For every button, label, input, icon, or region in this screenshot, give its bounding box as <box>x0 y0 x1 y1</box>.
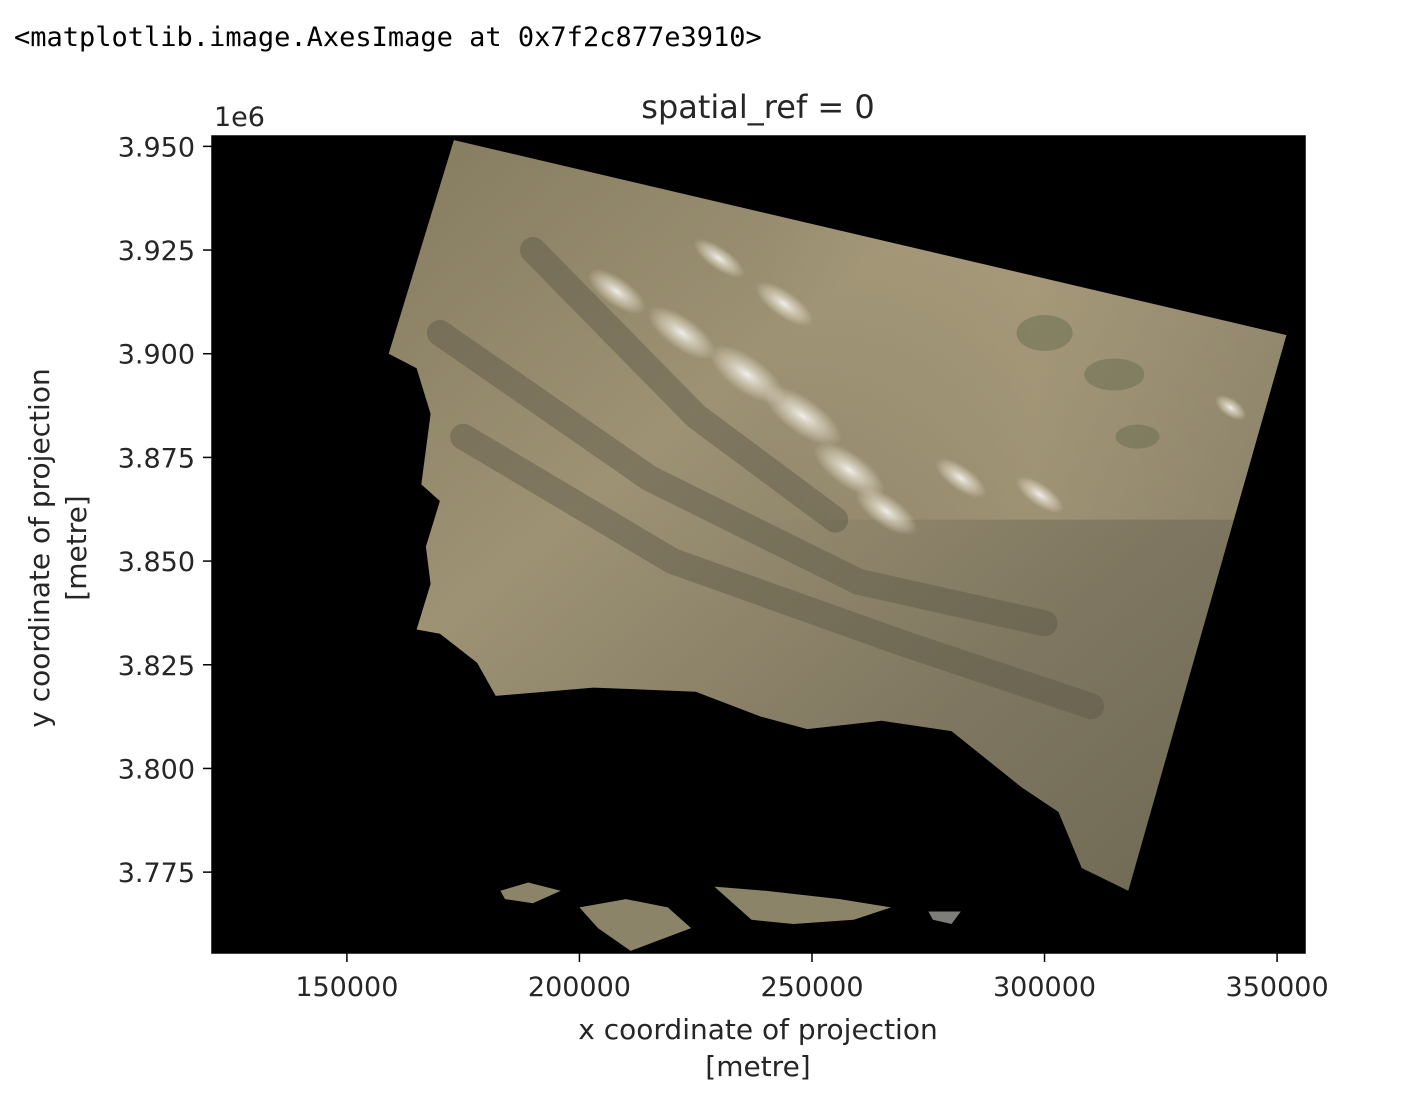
y-tick-label: 3.900 <box>118 340 195 371</box>
cloud-streak <box>1016 476 1064 514</box>
island-1 <box>500 882 561 904</box>
cloud-streak <box>935 458 987 498</box>
valley-fields <box>1016 314 1073 351</box>
cloud-streak <box>647 306 716 360</box>
y-axis-ticks: 3.775 3.800 3.825 3.850 3.875 3.900 3.925 3.950 <box>118 132 212 889</box>
mountain-ridge <box>426 320 1058 637</box>
cloud-streak <box>813 442 885 498</box>
y-axis-offset-label: 1e6 <box>214 102 265 133</box>
x-tick-label: 350000 <box>1226 972 1329 1003</box>
cloud-streak <box>1214 394 1247 421</box>
chart-title: spatial_ref = 0 <box>641 88 874 126</box>
y-tick-label: 3.925 <box>118 236 195 267</box>
valley-fields <box>1115 424 1160 449</box>
cloud-streak <box>763 385 842 447</box>
x-axis-label-units: [metre] <box>705 1050 810 1083</box>
x-axis-ticks: 150000 200000 250000 300000 350000 <box>295 953 1329 1003</box>
mountain-ridge <box>450 423 1105 720</box>
cloud-streak <box>755 281 813 327</box>
x-axis-label: x coordinate of projection <box>578 1013 937 1046</box>
y-axis-label: y coordinate of projection <box>23 368 56 727</box>
x-tick-label: 300000 <box>993 972 1096 1003</box>
island-2 <box>579 899 692 951</box>
x-tick-label: 200000 <box>528 972 631 1003</box>
mountain-ridge <box>519 237 849 533</box>
cloud-streak <box>693 238 745 278</box>
cloud-streak <box>855 487 918 536</box>
islands <box>500 882 961 951</box>
island-3 <box>714 886 892 924</box>
y-tick-label: 3.850 <box>118 547 195 578</box>
x-tick-label: 150000 <box>295 972 398 1003</box>
island-4 <box>928 911 961 924</box>
valley-fields <box>1084 358 1145 391</box>
cloud-streak <box>587 268 646 315</box>
x-tick-label: 250000 <box>760 972 863 1003</box>
y-tick-label: 3.775 <box>118 858 195 889</box>
y-tick-label: 3.875 <box>118 443 195 474</box>
output-repr-text: <matplotlib.image.AxesImage at 0x7f2c877… <box>14 22 762 53</box>
y-tick-label: 3.800 <box>118 754 195 785</box>
y-tick-label: 3.825 <box>118 651 195 682</box>
y-tick-label: 3.950 <box>118 132 195 163</box>
y-axis-label-units: [metre] <box>60 495 93 600</box>
plot-frame <box>211 135 1306 954</box>
